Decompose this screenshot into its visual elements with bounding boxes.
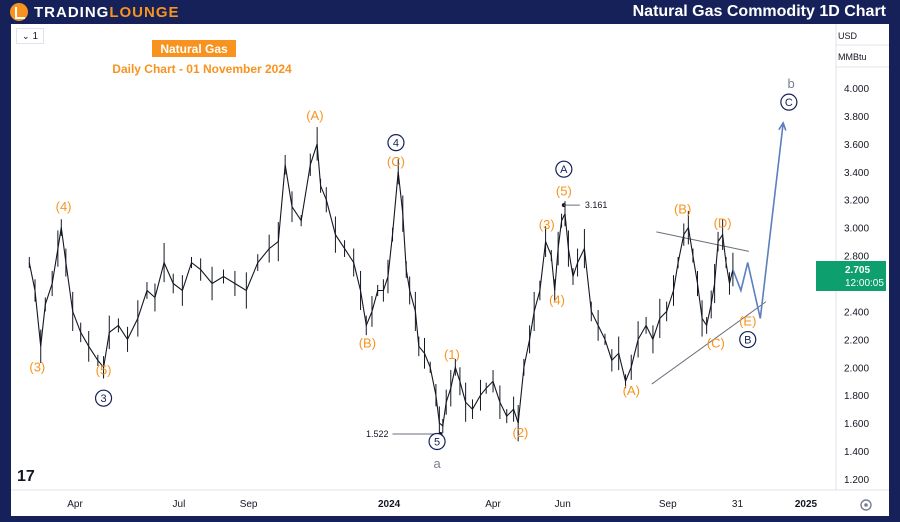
- wave-label-circle: [555, 160, 573, 178]
- y-tick-label: 1.400: [844, 447, 869, 458]
- chevron-down-icon: ⌄: [21, 31, 30, 41]
- x-tick-label: Apr: [67, 499, 83, 510]
- currency-selector[interactable]: USD: [838, 31, 858, 41]
- x-tick-label: Sep: [659, 499, 677, 510]
- wave-label: b: [788, 76, 795, 91]
- projection-path: [732, 122, 784, 319]
- chart-subtitle: Daily Chart - 01 November 2024: [112, 62, 292, 76]
- brand-logo[interactable]: TRADINGLOUNGE: [10, 2, 180, 22]
- wave-label: (C): [707, 336, 725, 351]
- wave-label-circle: [739, 330, 757, 349]
- y-tick-label: 4.000: [844, 84, 869, 95]
- price-badge-countdown: 12:00:05: [845, 278, 884, 289]
- wave-label: (3): [29, 359, 45, 374]
- wave-label: (3): [539, 217, 555, 232]
- price-badge-bg: [816, 261, 886, 291]
- settings-gear-icon[interactable]: [860, 499, 872, 511]
- price-marker-label: 1.522: [366, 429, 389, 439]
- price-badge-value: 2.705: [845, 265, 870, 276]
- y-tick-label: 2.000: [844, 363, 869, 374]
- chart-title-bg: [152, 40, 236, 57]
- wave-label: 5: [434, 436, 440, 448]
- x-tick-label: Apr: [485, 499, 501, 510]
- triangle-upper-line: [656, 231, 749, 252]
- x-tick-label: 2024: [378, 499, 401, 510]
- wave-label-circle: [780, 93, 798, 111]
- wave-label: B: [744, 335, 751, 347]
- y-tick-label: 3.000: [844, 224, 869, 235]
- wave-label-circle: [428, 432, 446, 451]
- wave-label: (B): [674, 202, 691, 217]
- wave-label: (D): [714, 216, 732, 231]
- wave-label: 3: [100, 393, 106, 405]
- wave-label: (4): [549, 292, 565, 307]
- wave-label: (1): [444, 347, 460, 362]
- brand-mark-icon: [10, 3, 28, 21]
- y-tick-label: 1.800: [844, 391, 869, 402]
- tradingview-logo[interactable]: 17: [17, 468, 35, 485]
- unit-selector[interactable]: MMBtu: [838, 52, 867, 62]
- y-tick-label: 2.800: [844, 252, 869, 263]
- x-tick-label: 31: [732, 499, 744, 510]
- brand-name-part2: LOUNGE: [109, 3, 180, 21]
- wave-label: (A): [623, 383, 640, 398]
- interval-selector[interactable]: ⌄ 1: [16, 28, 44, 44]
- wave-label-circle: [94, 389, 113, 407]
- projection-arrowhead: [778, 121, 787, 131]
- page-title: Natural Gas Commodity 1D Chart: [632, 3, 886, 20]
- y-tick-label: 3.200: [844, 196, 869, 207]
- y-tick-label: 3.800: [844, 112, 869, 123]
- y-tick-label: 2.200: [844, 335, 869, 346]
- y-tick-label: 1.200: [844, 475, 869, 486]
- x-tick-label: 2025: [795, 499, 818, 510]
- wave-label: (2): [513, 425, 529, 440]
- wave-label: a: [433, 456, 441, 471]
- wave-label: 4: [393, 138, 399, 150]
- wave-label: (E): [739, 313, 756, 328]
- triangle-lower-line: [651, 301, 767, 385]
- y-tick-label: 3.400: [844, 168, 869, 179]
- interval-value: 1: [32, 30, 39, 42]
- x-tick-label: Sep: [240, 499, 258, 510]
- wave-label: A: [560, 164, 568, 176]
- chart-panel: [11, 24, 889, 516]
- wave-label: (A): [306, 108, 323, 123]
- price-marker-label: 3.161: [585, 200, 608, 210]
- wave-label: (C): [387, 154, 405, 169]
- brand-name-part1: TRADING: [34, 3, 110, 21]
- x-tick-label: Jun: [555, 499, 571, 510]
- chart-title: Natural Gas: [160, 42, 228, 56]
- y-tick-label: 2.400: [844, 307, 869, 318]
- wave-label: (5): [556, 184, 572, 199]
- wave-label: (5): [96, 362, 112, 377]
- y-tick-label: 1.600: [844, 419, 869, 430]
- wave-label-circle: [387, 134, 405, 152]
- header-bar: TRADINGLOUNGE Natural Gas Commodity 1D C…: [0, 0, 900, 24]
- y-tick-label: 3.600: [844, 140, 869, 151]
- wave-label: C: [785, 97, 793, 109]
- wave-label: (B): [359, 336, 376, 351]
- wave-label: (4): [56, 199, 72, 214]
- x-tick-label: Jul: [173, 499, 186, 510]
